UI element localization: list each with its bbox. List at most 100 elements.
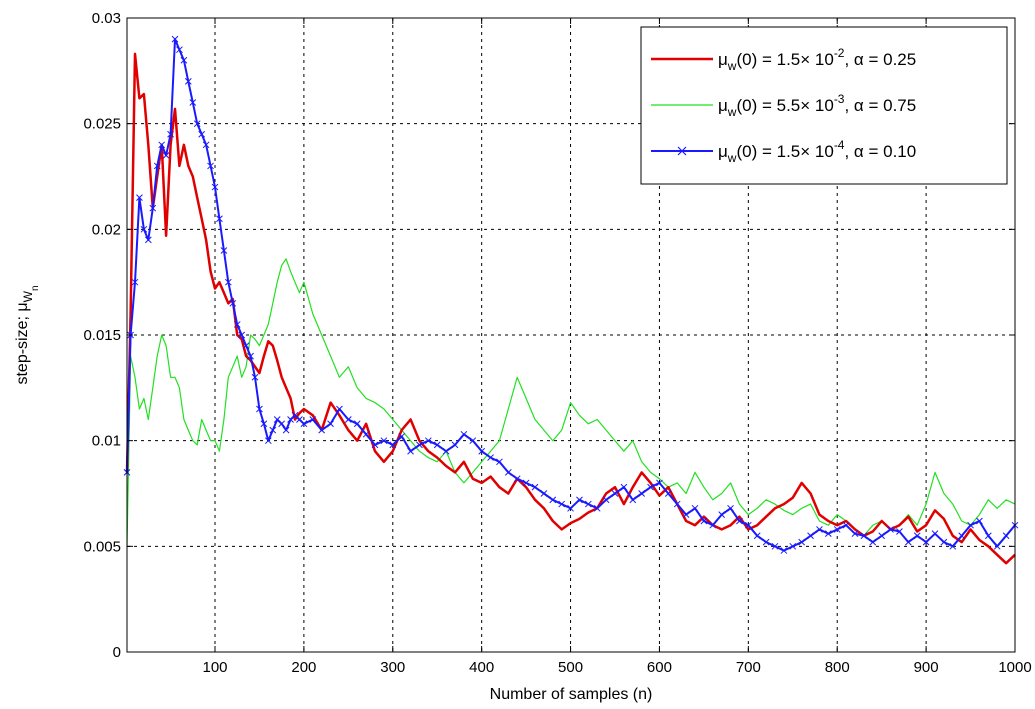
series-3-marker (220, 247, 228, 254)
y-tick-label: 0.03 (92, 10, 121, 27)
series-3-marker (842, 521, 850, 529)
series-3-marker (189, 99, 197, 106)
series-3-marker (131, 278, 139, 286)
series-3-marker (549, 496, 557, 504)
series-3-marker (878, 532, 886, 540)
series-3-marker (993, 542, 1001, 550)
series-3-marker (576, 496, 583, 504)
series-3-marker (424, 437, 432, 445)
series-3-marker (638, 490, 646, 497)
series-3-marker (744, 521, 752, 529)
x-tick-label: 500 (558, 659, 583, 676)
series-3-marker (416, 441, 423, 449)
series-3-marker (442, 447, 450, 455)
series-3-marker (380, 437, 388, 445)
series-3-marker (611, 490, 619, 497)
series-3-marker (153, 162, 161, 170)
series-3-marker (780, 547, 788, 554)
series-3-marker (278, 420, 286, 428)
series-3-marker (647, 483, 654, 491)
legend-marker (677, 146, 687, 156)
series-3-marker (691, 504, 699, 512)
series-3-marker (824, 530, 832, 538)
series-3-marker (180, 56, 188, 64)
y-axis-label-subsub: n (30, 285, 41, 291)
series-3-marker (904, 538, 912, 546)
x-tick-label: 800 (825, 659, 850, 676)
series-3-marker (251, 373, 259, 381)
series-3-marker (833, 526, 841, 533)
series-3-marker (229, 299, 237, 307)
legend-label-2: μw(0) = 5.5× 10-3, α = 0.75 (718, 92, 916, 119)
series-3-marker (269, 426, 277, 434)
ticks: 100 200 300 400 500 600 700 800 900 1000 0 0.005 0.0… (83, 10, 1031, 676)
y-axis-label-sub: W (21, 290, 35, 302)
series-3-marker (242, 342, 250, 349)
series-3-marker (531, 483, 539, 491)
y-tick-label: 0.02 (92, 221, 121, 238)
series-3-marker (336, 405, 343, 413)
series-3-marker (860, 532, 868, 540)
series-3-marker (718, 511, 726, 518)
series-3-marker (198, 130, 206, 138)
series-3-marker (584, 500, 592, 508)
series-3-marker (1002, 532, 1010, 540)
series-3-marker (664, 490, 672, 497)
series-3-marker (709, 521, 717, 529)
series-3-marker (144, 236, 152, 244)
series-3-marker (224, 278, 232, 286)
series-3-marker (727, 504, 734, 512)
series-3-marker (371, 441, 379, 449)
series-3-marker (620, 483, 628, 491)
series-3-marker (207, 162, 214, 170)
series-3-marker (558, 500, 566, 508)
series-3-marker (469, 437, 477, 445)
series-3-marker (233, 321, 241, 328)
series-3-marker (353, 420, 361, 428)
series-3-marker (171, 35, 179, 43)
series-3-marker (184, 78, 192, 85)
series-3-marker (176, 46, 183, 54)
x-tick-label: 1000 (998, 659, 1031, 676)
series-3-marker (407, 447, 414, 455)
series-3-marker (247, 352, 254, 360)
series-3-marker (593, 504, 601, 512)
series-3-marker (478, 447, 486, 455)
series-3-marker (167, 130, 174, 138)
series-3-marker (216, 215, 223, 223)
series-3-marker (398, 433, 406, 440)
series-3-marker (193, 120, 201, 128)
series-3-marker (771, 542, 779, 550)
series-3-marker (158, 141, 166, 149)
series-3-marker (264, 437, 272, 445)
series-3-marker (202, 141, 210, 149)
series-3-marker (736, 517, 743, 525)
y-tick-label: 0 (113, 644, 121, 661)
series-3-marker (984, 532, 992, 540)
series-3-marker (162, 152, 170, 159)
series-3-marker (513, 475, 521, 483)
x-tick-label: 100 (202, 659, 227, 676)
series-3-marker (362, 430, 370, 438)
x-axis-label: Number of samples (n) (490, 686, 653, 703)
series-3-marker (922, 538, 930, 546)
y-tick-label: 0.005 (83, 538, 121, 555)
series-3-marker (389, 441, 397, 449)
series-3-marker (682, 511, 690, 518)
series-3-marker (309, 416, 317, 423)
series-3-marker (789, 542, 797, 550)
x-tick-label: 300 (380, 659, 405, 676)
y-tick-label: 0.015 (83, 327, 121, 344)
y-axis-label: step-size; μWn (14, 285, 41, 384)
series-3-marker (913, 532, 921, 540)
series-3-marker (487, 454, 494, 461)
series-3-marker (869, 538, 877, 546)
x-tick-label: 700 (736, 659, 761, 676)
series-3-marker (816, 526, 823, 533)
series-3-marker (656, 479, 663, 487)
series-3-marker (460, 430, 468, 438)
series-3-marker (896, 528, 903, 535)
series-3-marker (931, 530, 939, 538)
series-3-marker (256, 405, 263, 413)
